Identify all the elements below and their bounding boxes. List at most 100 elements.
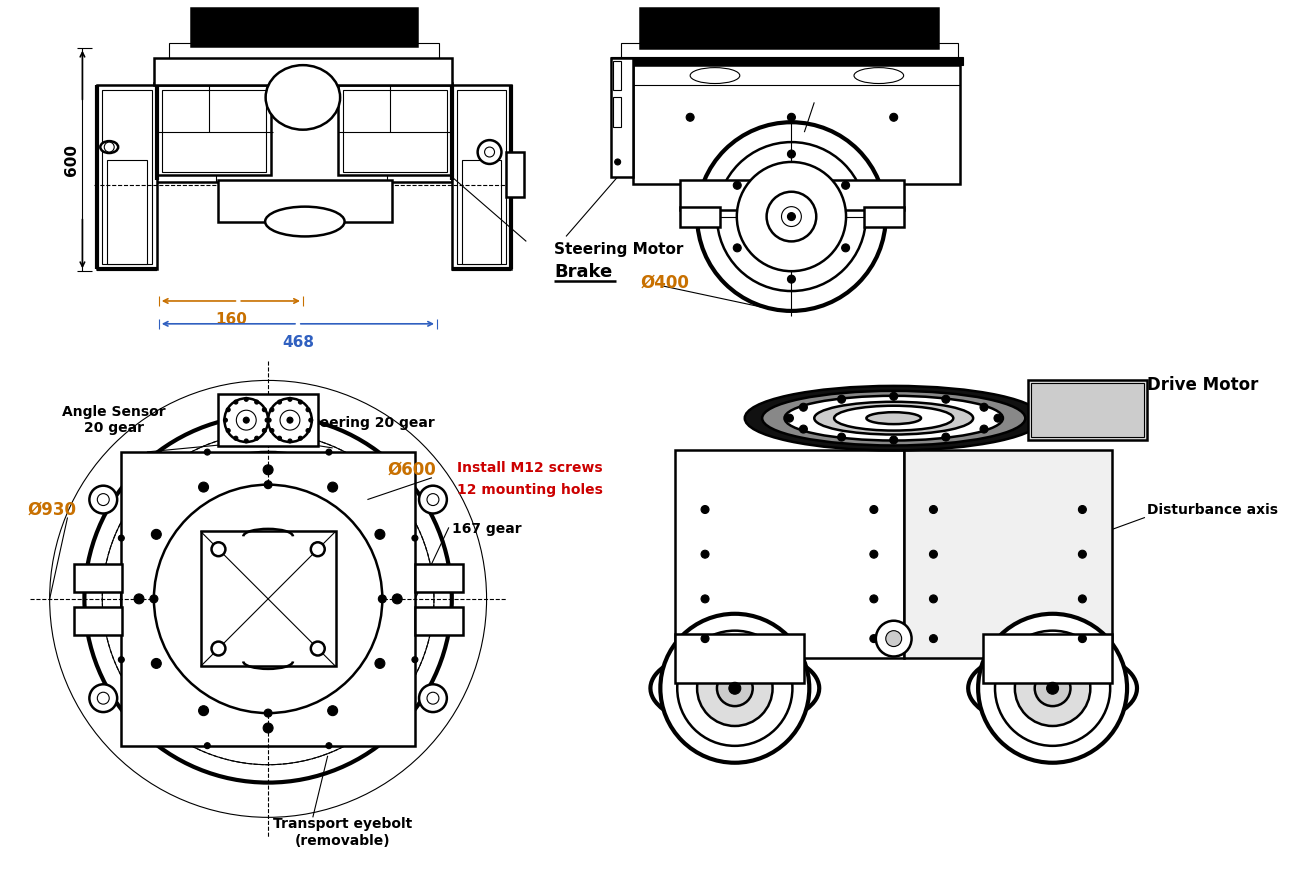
Circle shape [264,481,272,489]
Circle shape [800,403,808,411]
Circle shape [310,641,325,655]
Text: Transport eyebolt
(removable): Transport eyebolt (removable) [274,818,412,848]
Circle shape [268,398,312,442]
Circle shape [980,426,988,433]
Text: Steering 20 gear: Steering 20 gear [302,416,435,430]
Circle shape [326,743,332,749]
Bar [632,64,961,184]
Circle shape [1079,551,1086,559]
Bar [681,207,720,226]
Circle shape [929,551,937,559]
Circle shape [278,436,281,440]
Bar [219,395,318,446]
Circle shape [224,398,268,442]
Circle shape [378,595,386,603]
Circle shape [870,506,878,514]
Circle shape [97,692,109,704]
Circle shape [152,529,161,539]
Circle shape [412,656,418,663]
Ellipse shape [867,412,922,424]
Bar [219,180,393,221]
Circle shape [929,595,937,603]
Circle shape [1079,595,1086,603]
Bar [102,91,152,264]
Circle shape [327,482,338,492]
Circle shape [942,396,950,403]
Circle shape [212,543,225,556]
Circle shape [994,414,1001,422]
Polygon shape [675,450,903,658]
Circle shape [942,433,950,441]
Circle shape [890,436,898,444]
Circle shape [226,428,230,433]
Bar [343,91,446,172]
Text: Angle Sensor
20 gear: Angle Sensor 20 gear [63,405,166,435]
Circle shape [995,631,1110,746]
Circle shape [686,114,694,122]
Circle shape [615,159,620,165]
Bar [75,564,122,592]
Ellipse shape [784,396,1003,440]
Circle shape [1034,670,1071,707]
Text: 600: 600 [64,144,79,176]
Circle shape [788,114,796,122]
Circle shape [151,595,158,603]
Circle shape [245,439,249,443]
Circle shape [134,594,144,603]
Bar [154,83,452,181]
Text: 468: 468 [281,335,314,350]
Circle shape [298,436,302,440]
Text: 167 gear: 167 gear [452,522,521,537]
Ellipse shape [266,65,340,130]
Circle shape [980,403,988,411]
Circle shape [1047,682,1059,694]
Circle shape [702,551,709,559]
Circle shape [393,594,402,603]
Ellipse shape [690,68,740,84]
Circle shape [427,493,439,506]
Circle shape [419,485,446,514]
Circle shape [870,551,878,559]
Text: Install M12 screws: Install M12 screws [457,461,602,475]
Circle shape [1014,650,1090,726]
Circle shape [97,493,109,506]
Circle shape [870,595,878,603]
Bar [169,43,439,61]
Bar [415,607,463,634]
Circle shape [262,408,266,411]
Bar [681,180,903,210]
Circle shape [306,428,310,433]
Circle shape [255,400,259,404]
Bar [452,85,512,270]
Bar [640,8,939,48]
Circle shape [698,650,772,726]
Circle shape [204,743,211,749]
Text: Ø930: Ø930 [27,500,77,519]
Circle shape [327,706,338,715]
Circle shape [226,408,230,411]
Circle shape [118,535,124,541]
Circle shape [50,381,487,818]
Circle shape [288,439,292,443]
Circle shape [876,621,911,656]
Circle shape [788,212,796,220]
Circle shape [800,426,808,433]
Bar [1028,381,1147,440]
Circle shape [306,408,310,411]
Text: Disturbance axis: Disturbance axis [1147,502,1278,516]
Circle shape [419,685,446,712]
Circle shape [870,634,878,642]
Circle shape [737,162,846,271]
Circle shape [309,418,313,422]
Circle shape [263,465,274,475]
Text: Drive Motor: Drive Motor [1147,376,1258,395]
Ellipse shape [266,207,344,236]
Circle shape [978,614,1127,763]
Circle shape [890,392,898,400]
Circle shape [929,506,937,514]
Circle shape [122,452,415,746]
Circle shape [152,658,161,669]
Circle shape [781,207,801,226]
Circle shape [326,449,332,455]
Circle shape [243,418,249,423]
